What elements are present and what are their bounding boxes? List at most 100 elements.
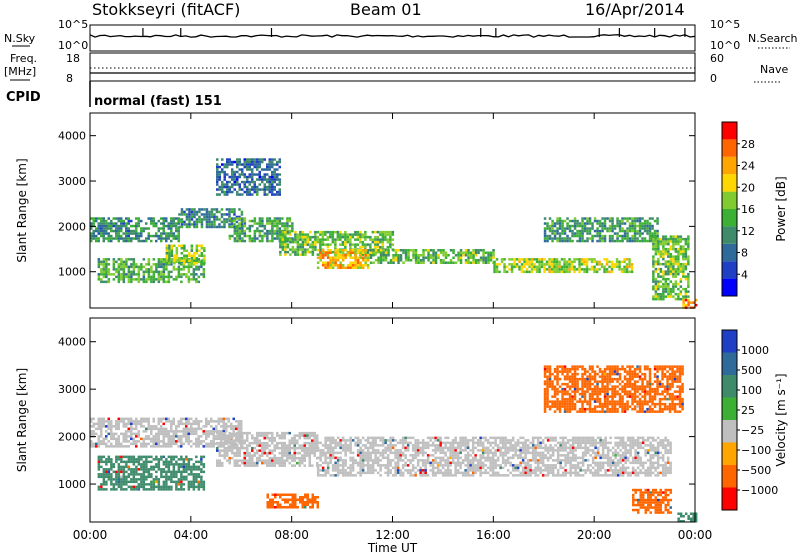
cell — [456, 469, 460, 472]
cell — [359, 256, 362, 259]
cell — [266, 434, 269, 437]
cell — [231, 163, 234, 166]
cell — [187, 440, 190, 443]
cell — [122, 478, 126, 481]
cell — [120, 278, 123, 281]
cell — [127, 480, 131, 484]
cell — [501, 454, 505, 457]
cell — [291, 459, 294, 462]
cell — [268, 183, 271, 186]
cell — [261, 434, 264, 437]
cell — [155, 440, 158, 443]
cell — [165, 244, 169, 247]
cell — [228, 225, 231, 229]
cell — [334, 439, 337, 442]
cell — [591, 227, 594, 230]
cell — [218, 173, 221, 176]
cell — [462, 254, 465, 257]
cell — [641, 224, 644, 228]
radar-title: Stokkseyri (fitACF) — [92, 0, 241, 19]
cell — [222, 427, 225, 431]
cell — [278, 160, 281, 164]
cell — [160, 239, 163, 243]
cell — [157, 463, 161, 466]
cell — [246, 227, 249, 230]
cell — [339, 230, 342, 234]
cell — [501, 439, 505, 442]
cell — [667, 250, 670, 253]
cell — [92, 430, 95, 433]
cell — [261, 188, 264, 191]
cell — [412, 251, 415, 254]
cell — [232, 425, 235, 428]
cell — [379, 436, 382, 440]
cell — [484, 259, 488, 262]
cell — [180, 430, 183, 433]
cell — [150, 222, 153, 225]
cell — [180, 218, 184, 221]
cell — [286, 250, 290, 254]
cell — [334, 230, 337, 234]
cell — [331, 464, 335, 467]
cell — [238, 208, 241, 211]
cell — [225, 213, 229, 216]
nsearch-tick-top: 10^5 — [710, 18, 740, 31]
cell — [621, 234, 624, 238]
cell — [424, 444, 427, 447]
cell — [198, 220, 201, 224]
cell — [185, 430, 188, 433]
cell — [197, 445, 200, 448]
cell — [391, 446, 395, 450]
cell — [451, 441, 455, 445]
cell — [276, 163, 279, 166]
cell — [180, 455, 183, 459]
cell — [339, 266, 342, 269]
cell — [682, 247, 685, 251]
cell — [207, 420, 210, 423]
cell — [331, 266, 335, 269]
cell — [535, 268, 539, 271]
cell — [246, 190, 249, 194]
cell — [426, 474, 430, 477]
cell — [162, 417, 165, 421]
cell — [364, 439, 367, 442]
cell — [140, 478, 143, 481]
cell — [316, 469, 320, 472]
cell — [389, 436, 392, 440]
cell — [284, 250, 287, 254]
cell — [137, 483, 141, 486]
cell — [361, 251, 365, 254]
cell — [105, 458, 108, 461]
cell — [508, 268, 511, 271]
cell — [518, 268, 521, 271]
cell — [281, 456, 284, 460]
cell — [560, 270, 564, 274]
cell — [243, 222, 247, 225]
cell — [459, 254, 463, 257]
cell — [548, 227, 552, 230]
cell — [165, 475, 168, 479]
cell — [611, 234, 614, 238]
cell — [506, 461, 510, 465]
cell — [167, 440, 170, 443]
cell — [593, 260, 596, 264]
cell — [218, 193, 221, 196]
cell — [271, 239, 274, 243]
cell — [442, 259, 445, 262]
cell — [238, 451, 241, 455]
cell — [256, 168, 259, 171]
cell — [236, 224, 239, 228]
cell — [402, 249, 405, 252]
cell — [667, 285, 670, 288]
cell — [421, 464, 425, 467]
cell — [326, 444, 330, 447]
cell — [281, 444, 284, 447]
cell — [476, 461, 480, 465]
cell — [192, 273, 196, 276]
cell — [200, 440, 203, 443]
cell — [240, 420, 243, 423]
cell — [586, 229, 589, 233]
cell — [230, 208, 234, 211]
cell — [132, 470, 136, 474]
cell — [324, 439, 327, 442]
